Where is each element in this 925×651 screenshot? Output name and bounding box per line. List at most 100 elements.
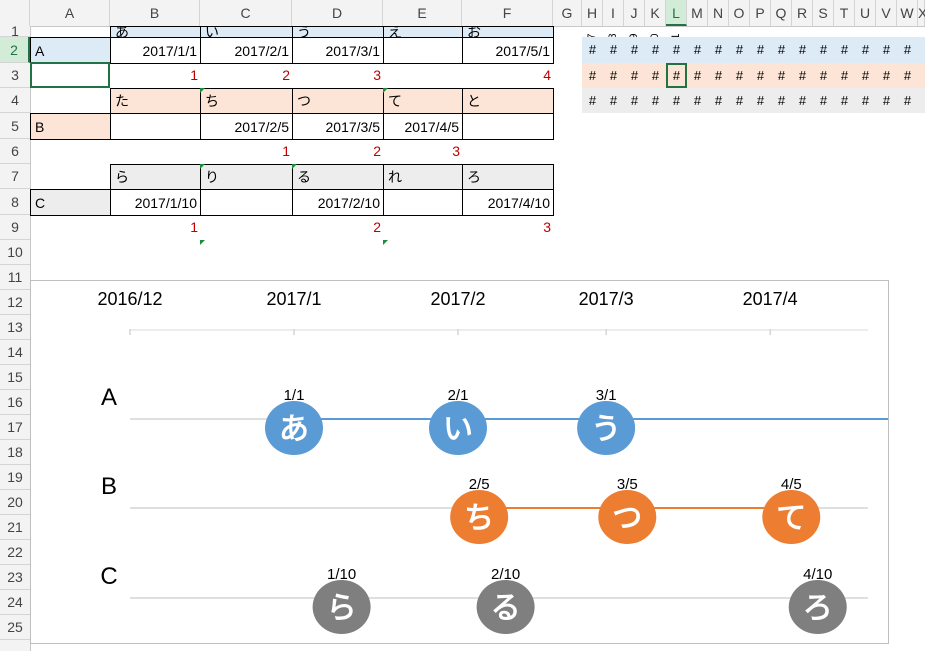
column-header-o[interactable]: O — [729, 0, 750, 26]
kana-cell[interactable]: つ — [292, 88, 384, 114]
index-cell[interactable]: 3 — [452, 143, 460, 159]
hash-cell[interactable]: # — [693, 42, 702, 57]
hash-cell[interactable]: # — [903, 68, 912, 83]
date-cell[interactable] — [200, 189, 293, 216]
hash-cell[interactable]: # — [819, 93, 828, 108]
row-header-23[interactable]: 23 — [0, 565, 30, 590]
hash-cell[interactable]: # — [861, 68, 870, 83]
hash-cell[interactable]: # — [609, 68, 618, 83]
column-header-l[interactable]: L — [666, 0, 687, 26]
column-header-m[interactable]: M — [687, 0, 708, 26]
row-header-7[interactable]: 7 — [0, 164, 30, 189]
timeline-chart[interactable]: 2016/12 2017/1 2017/2 2017/3 2017/4 A 1/1 あ 2/1 い… — [30, 280, 925, 644]
date-cell[interactable] — [383, 37, 463, 64]
column-header-u[interactable]: U — [855, 0, 876, 26]
column-header-i[interactable]: I — [603, 0, 624, 26]
hash-cell[interactable]: # — [588, 68, 597, 83]
hash-cell[interactable]: # — [672, 68, 681, 83]
index-cell[interactable]: 3 — [373, 67, 381, 83]
date-cell[interactable]: 2017/1/1 — [110, 37, 201, 64]
index-cell[interactable]: 2 — [373, 143, 381, 159]
hash-cell[interactable]: # — [588, 93, 597, 108]
hash-cell[interactable]: # — [903, 42, 912, 57]
hash-cell[interactable]: # — [798, 42, 807, 57]
row-header-8[interactable]: 8 — [0, 189, 30, 215]
column-header-v[interactable]: V — [876, 0, 897, 26]
column-header-h[interactable]: H — [582, 0, 603, 26]
column-header-d[interactable]: D — [292, 0, 383, 26]
hash-cell[interactable]: # — [630, 68, 639, 83]
hash-cell[interactable]: # — [693, 93, 702, 108]
kana-cell[interactable]: ら — [110, 164, 201, 190]
hash-cell[interactable]: # — [777, 93, 786, 108]
kana-cell[interactable]: た — [110, 88, 201, 114]
hash-cell[interactable]: # — [714, 68, 723, 83]
date-cell[interactable]: 2017/1/10 — [110, 189, 201, 216]
date-cell[interactable]: 2017/4/10 — [462, 189, 554, 216]
hash-cell[interactable]: # — [777, 68, 786, 83]
hash-cell[interactable]: # — [756, 93, 765, 108]
index-cell[interactable]: 2 — [282, 67, 290, 83]
kana-cell[interactable]: る — [292, 164, 384, 190]
hash-cell[interactable]: # — [588, 42, 597, 57]
column-header-c[interactable]: C — [200, 0, 292, 26]
hash-cell[interactable]: # — [630, 93, 639, 108]
select-all-corner[interactable] — [0, 0, 30, 26]
column-header-g[interactable]: G — [553, 0, 582, 26]
data-point-marker[interactable] — [762, 490, 821, 544]
hash-cell[interactable]: # — [651, 93, 660, 108]
row-header-15[interactable]: 15 — [0, 365, 30, 390]
row-header-12[interactable]: 12 — [0, 290, 30, 315]
row-header-3[interactable]: 3 — [0, 63, 30, 88]
row-header-6[interactable]: 6 — [0, 139, 30, 164]
index-cell[interactable]: 1 — [282, 143, 290, 159]
data-point-marker[interactable] — [476, 580, 535, 634]
hash-cell[interactable]: # — [693, 68, 702, 83]
column-header-f[interactable]: F — [462, 0, 553, 26]
hash-cell[interactable]: # — [630, 42, 639, 57]
hash-cell[interactable]: # — [714, 42, 723, 57]
hash-cell[interactable]: # — [609, 93, 618, 108]
data-point-marker[interactable] — [598, 490, 657, 544]
hash-cell[interactable]: # — [903, 93, 912, 108]
hash-cell[interactable]: # — [672, 42, 681, 57]
row-label-cell[interactable]: A — [30, 37, 111, 64]
column-header-b[interactable]: B — [110, 0, 200, 26]
row-header-2[interactable]: 2 — [0, 37, 30, 63]
hash-cell[interactable]: # — [798, 93, 807, 108]
hash-cell[interactable]: # — [840, 93, 849, 108]
kana-cell[interactable]: り — [200, 164, 293, 190]
column-header-n[interactable]: N — [708, 0, 729, 26]
hash-cell[interactable]: # — [735, 93, 744, 108]
data-point-marker[interactable] — [577, 401, 636, 455]
index-cell[interactable]: 4 — [543, 67, 551, 83]
index-cell[interactable]: 1 — [190, 219, 198, 235]
date-cell[interactable]: 2017/2/1 — [200, 37, 293, 64]
date-cell[interactable] — [383, 189, 463, 216]
date-cell[interactable] — [462, 113, 554, 140]
hash-cell[interactable]: # — [672, 93, 681, 108]
date-cell[interactable]: 2017/5/1 — [462, 37, 554, 64]
hash-cell[interactable]: # — [819, 42, 828, 57]
hash-cell[interactable]: # — [861, 42, 870, 57]
hash-cell[interactable]: # — [840, 42, 849, 57]
hash-cell[interactable]: # — [882, 42, 891, 57]
row-header-19[interactable]: 19 — [0, 465, 30, 490]
data-point-marker[interactable] — [429, 401, 487, 455]
hash-cell[interactable]: # — [798, 68, 807, 83]
row-header-21[interactable]: 21 — [0, 515, 30, 540]
data-point-marker[interactable] — [265, 401, 323, 455]
hash-cell[interactable]: # — [735, 68, 744, 83]
index-cell[interactable]: 3 — [543, 219, 551, 235]
data-point-marker[interactable] — [788, 580, 847, 634]
row-header-18[interactable]: 18 — [0, 440, 30, 465]
row-header-13[interactable]: 13 — [0, 315, 30, 340]
column-header-j[interactable]: J — [624, 0, 645, 26]
row-header-25[interactable]: 25 — [0, 615, 30, 640]
column-header-w[interactable]: W — [897, 0, 918, 26]
kana-cell[interactable]: れ — [383, 164, 463, 190]
hash-cell[interactable]: # — [735, 42, 744, 57]
hash-cell[interactable]: # — [651, 68, 660, 83]
column-header-x[interactable]: X — [918, 0, 925, 26]
hash-cell[interactable]: # — [756, 42, 765, 57]
